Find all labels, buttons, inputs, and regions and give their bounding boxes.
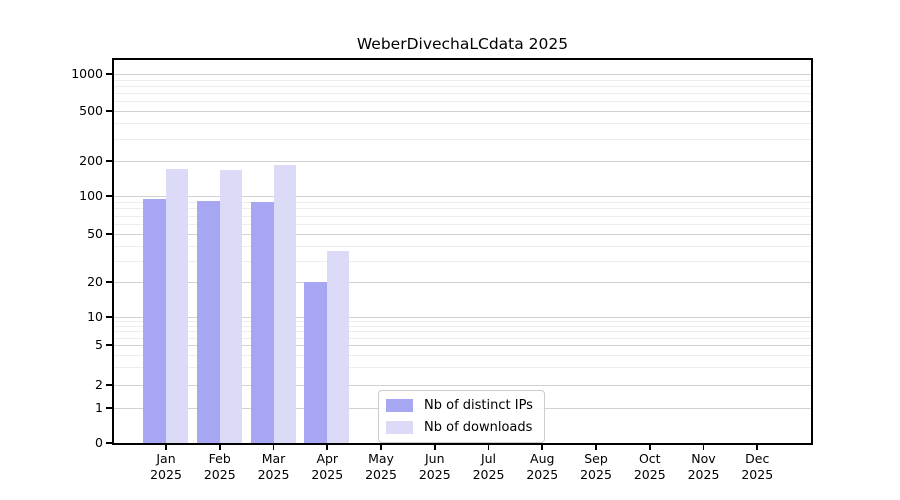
x-tick-label-jul: Jul 2025 — [472, 451, 505, 482]
y-tick-label-0: 0 — [95, 435, 103, 450]
y-tick-label-200: 200 — [79, 153, 103, 168]
x-tick-label-mar: Mar 2025 — [257, 451, 290, 482]
gridline-minor-700 — [114, 93, 811, 95]
gridline-major-500 — [114, 111, 811, 112]
bar-nb-of-downloads-feb — [219, 169, 242, 443]
x-tick-label-apr: Apr 2025 — [311, 451, 344, 482]
bar-nb-of-distinct-ips-apr — [304, 282, 328, 443]
y-tick-20 — [106, 281, 112, 283]
y-tick-50 — [106, 233, 112, 235]
y-tick-100 — [106, 195, 112, 197]
gridline-major-5 — [114, 345, 811, 346]
x-tick-feb — [218, 445, 221, 450]
gridline-minor-8 — [114, 326, 811, 327]
x-tick-jul — [487, 445, 490, 450]
y-tick-0 — [106, 442, 112, 444]
gridline-minor-4 — [114, 354, 811, 356]
gridline-minor-6 — [114, 337, 811, 339]
gridline-minor-40 — [114, 245, 811, 247]
x-tick-apr — [326, 445, 329, 450]
x-tick-nov — [702, 445, 705, 450]
legend-item-downloads: Nb of downloads — [386, 418, 533, 436]
legend-item-distinct-ips: Nb of distinct IPs — [386, 396, 533, 414]
x-tick-dec — [756, 445, 759, 450]
plot-frame — [112, 58, 813, 445]
gridline-major-10 — [114, 317, 811, 318]
y-tick-1000 — [106, 73, 112, 75]
y-tick-label-50: 50 — [87, 226, 103, 241]
gridline-minor-900 — [114, 79, 811, 81]
y-tick-label-10: 10 — [87, 309, 103, 324]
y-tick-200 — [106, 160, 112, 162]
gridline-minor-9 — [114, 321, 811, 323]
gridline-minor-300 — [114, 138, 811, 140]
gridline-minor-30 — [114, 260, 811, 262]
y-tick-label-5: 5 — [95, 337, 103, 352]
x-tick-sep — [595, 445, 597, 450]
x-tick-may — [380, 445, 382, 450]
bar-nb-of-distinct-ips-feb — [196, 200, 220, 443]
x-tick-label-feb: Feb 2025 — [203, 451, 236, 482]
y-tick-label-500: 500 — [79, 103, 103, 118]
bar-nb-of-distinct-ips-jan — [143, 198, 166, 443]
x-tick-oct — [648, 445, 651, 450]
gridline-major-50 — [114, 234, 811, 235]
gridline-minor-70 — [114, 215, 811, 217]
gridline-minor-400 — [114, 123, 811, 125]
y-tick-label-2: 2 — [95, 377, 103, 392]
y-tick-label-1000: 1000 — [71, 66, 103, 81]
y-tick-label-100: 100 — [79, 188, 103, 203]
gridline-minor-7 — [114, 331, 811, 333]
x-tick-label-sep: Sep 2025 — [580, 451, 612, 482]
x-tick-jan — [165, 445, 167, 450]
y-tick-500 — [106, 110, 112, 112]
gridline-minor-60 — [114, 224, 811, 225]
gridline-major-200 — [114, 161, 811, 162]
legend-label-distinct-ips: Nb of distinct IPs — [424, 397, 533, 413]
y-tick-2 — [106, 384, 112, 386]
plot-area — [114, 60, 811, 443]
x-tick-label-jan: Jan 2025 — [150, 451, 182, 482]
y-tick-1 — [106, 407, 112, 409]
gridline-minor-600 — [114, 101, 811, 103]
y-tick-5 — [106, 344, 112, 346]
x-tick-label-dec: Dec 2025 — [741, 451, 774, 482]
bar-nb-of-downloads-jan — [166, 168, 188, 443]
gridline-minor-3 — [114, 367, 811, 369]
chart-title: WeberDivechaLCdata 2025 — [356, 35, 569, 53]
bar-nb-of-downloads-mar — [273, 164, 296, 443]
x-tick-jun — [433, 445, 436, 450]
x-tick-label-aug: Aug 2025 — [526, 451, 559, 482]
x-tick-mar — [272, 445, 275, 450]
y-tick-10 — [106, 316, 112, 318]
x-tick-label-nov: Nov 2025 — [687, 451, 720, 482]
x-tick-label-oct: Oct 2025 — [633, 451, 666, 482]
gridline-minor-800 — [114, 85, 811, 87]
y-tick-label-1: 1 — [95, 400, 103, 415]
legend-swatch-downloads — [386, 420, 413, 434]
gridline-major-2 — [114, 385, 811, 386]
gridline-major-100 — [114, 196, 811, 197]
bar-nb-of-distinct-ips-mar — [250, 202, 274, 443]
gridline-major-1000 — [114, 74, 811, 75]
y-tick-label-20: 20 — [87, 274, 103, 289]
bar-nb-of-downloads-apr — [327, 251, 350, 443]
gridline-major-20 — [114, 282, 811, 283]
x-tick-aug — [541, 445, 544, 450]
gridline-minor-90 — [114, 201, 811, 203]
gridline-minor-80 — [114, 208, 811, 210]
x-tick-label-may: May 2025 — [365, 451, 397, 482]
x-tick-label-jun: Jun 2025 — [418, 451, 451, 482]
legend-label-downloads: Nb of downloads — [424, 419, 533, 435]
legend-swatch-distinct-ips — [386, 398, 413, 412]
legend: Nb of distinct IPs Nb of downloads — [378, 390, 545, 443]
